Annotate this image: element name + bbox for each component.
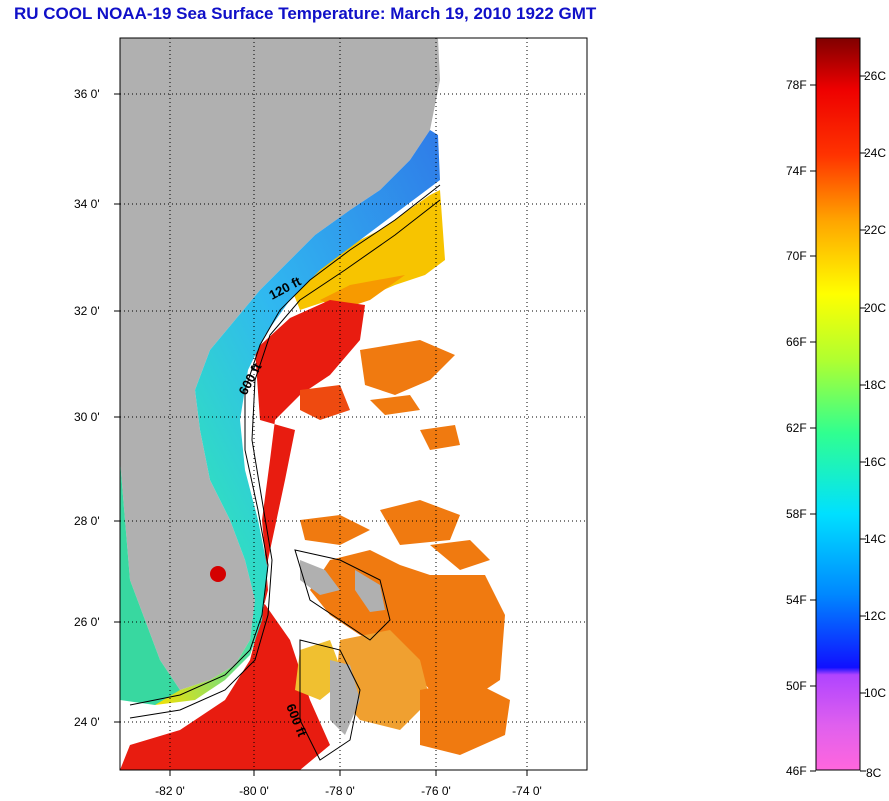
lon-label-74: -74 0': [512, 784, 542, 798]
lat-label-34: 34 0': [74, 197, 100, 211]
lat-label-28: 28 0': [74, 514, 100, 528]
lat-label-26: 26 0': [74, 615, 100, 629]
lat-label-36: 36 0': [74, 87, 100, 101]
lat-label-32: 32 0': [74, 304, 100, 318]
lon-label-82: -82 0': [155, 784, 185, 798]
lat-label-24: 24 0': [74, 715, 100, 729]
offshore-patches: [295, 340, 510, 755]
plot-frame: [119, 37, 588, 771]
lon-label-80: -80 0': [239, 784, 269, 798]
florida-west-water: [120, 460, 180, 705]
bahamas-banks: [300, 560, 385, 735]
map-title: RU COOL NOAA-19 Sea Surface Temperature:…: [14, 4, 597, 23]
contour-120ft: [129, 184, 441, 706]
orange-swath-north: [320, 275, 405, 310]
lake-okeechobee: [210, 566, 226, 582]
warm-swath-north: [290, 190, 445, 310]
lon-label-78: -78 0': [325, 784, 355, 798]
contour-600ft: [129, 199, 441, 719]
lat-label-30: 30 0': [74, 410, 100, 424]
land-southeast-us: [120, 38, 440, 690]
ticks: [114, 93, 528, 776]
lon-label-76: -76 0': [421, 784, 451, 798]
